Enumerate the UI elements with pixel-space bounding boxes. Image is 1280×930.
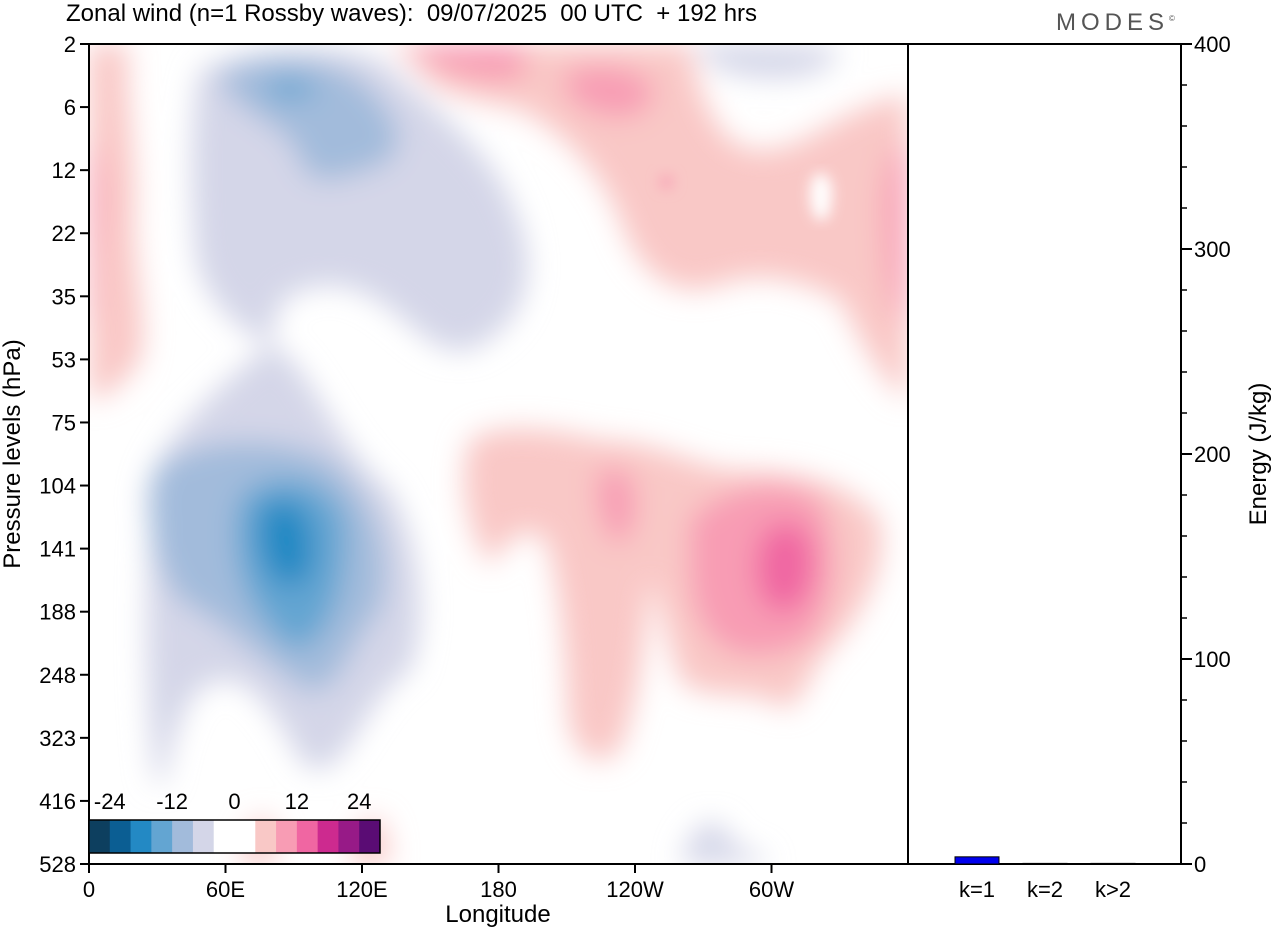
energy-axis: 0 100 200 300 400 <box>1181 32 1231 877</box>
longitude-tick-label: 120E <box>336 877 387 902</box>
energy-bar-2 <box>1022 862 1068 865</box>
longitude-tick-label: 180 <box>480 877 517 902</box>
contour-pos-upper <box>390 44 908 400</box>
colorbar-swatch <box>130 820 152 853</box>
energy-bars: k=1 k=2 k>2 <box>954 856 1136 902</box>
pressure-tick-label: 2 <box>64 32 76 57</box>
contour-pos-lower-3 <box>756 522 814 612</box>
colorbar-label: -24 <box>94 789 126 814</box>
contour-pos-right-edge <box>883 140 908 330</box>
logo-mark: © <box>1169 14 1175 23</box>
energy-category-label: k=1 <box>959 877 995 902</box>
longitude-tick-label: 120W <box>606 877 664 902</box>
pressure-tick-label: 528 <box>39 852 76 877</box>
colorbar-label: -12 <box>156 789 188 814</box>
contour-pos-upper-3 <box>563 66 655 118</box>
pressure-tick-label: 188 <box>39 600 76 625</box>
energy-tick-label: 400 <box>1194 32 1231 57</box>
contour-pos-left <box>89 44 143 400</box>
colorbar-swatch <box>213 820 235 853</box>
colorbar-swatch <box>109 820 132 853</box>
colorbar: -24 -12 0 12 24 <box>88 789 381 854</box>
longitude-tick-label: 60E <box>206 877 245 902</box>
colorbar-swatch <box>276 820 298 853</box>
pressure-tick-label: 104 <box>39 474 76 499</box>
colorbar-frame <box>88 819 381 854</box>
modes-logo: MODES© <box>1056 9 1175 37</box>
energy-plot-frame <box>907 43 1182 865</box>
energy-bar-1 <box>954 856 1000 865</box>
longitude-tick-label: 0 <box>83 877 95 902</box>
contour-neg-lower-4 <box>259 500 314 587</box>
colorbar-label: 12 <box>285 789 309 814</box>
pressure-tick-label: 416 <box>39 789 76 814</box>
pressure-tick-label: 323 <box>39 726 76 751</box>
pressure-tick-label: 75 <box>52 410 76 435</box>
energy-category-label: k=2 <box>1027 877 1063 902</box>
pressure-tick-label: 53 <box>52 347 76 372</box>
y-axis-label: Pressure levels (hPa) <box>0 339 26 568</box>
colorbar-label: 24 <box>347 789 371 814</box>
energy-tick-label: 300 <box>1194 237 1231 262</box>
contour-white-gap <box>810 173 832 221</box>
longitude-tick-label: 60W <box>749 877 794 902</box>
energy-bar-3 <box>1090 862 1136 865</box>
contour-pos-dot <box>660 175 673 189</box>
contour-field <box>89 44 908 864</box>
energy-tick-label: 200 <box>1194 442 1231 467</box>
colorbar-swatch <box>255 820 277 853</box>
contour-pos-lower-4 <box>597 467 636 545</box>
contour-neg-topright <box>690 44 840 79</box>
pressure-axis: 2 6 12 22 35 53 75 104 141 188 248 323 416 528 <box>39 32 89 877</box>
pressure-tick-label: 141 <box>39 537 76 562</box>
contour-neg-upper-3 <box>268 78 320 99</box>
pressure-tick-label: 22 <box>52 221 76 246</box>
energy-tick-label: 0 <box>1194 852 1206 877</box>
longitude-axis: 0 60E 120E 180 120W 60W <box>83 864 794 902</box>
contour-neg-upper-2 <box>220 59 399 180</box>
colorbar-swatch <box>234 820 256 853</box>
colorbar-swatch <box>151 820 173 853</box>
colorbar-swatch <box>359 820 381 853</box>
colorbar-label: 0 <box>228 789 240 814</box>
pressure-tick-label: 12 <box>52 158 76 183</box>
contour-pos-upper-2 <box>410 44 526 80</box>
colorbar-swatch <box>89 820 111 853</box>
colorbar-swatch <box>172 820 194 853</box>
pressure-tick-label: 248 <box>39 663 76 688</box>
colorbar-swatch <box>317 820 339 853</box>
pressure-tick-label: 35 <box>52 284 76 309</box>
energy-category-label: k>2 <box>1095 877 1131 902</box>
contour-neg-bottom <box>680 822 770 864</box>
chart-title: Zonal wind (n=1 Rossby waves): 09/07/202… <box>66 0 758 27</box>
energy-axis-label: Energy (J/kg) <box>1245 383 1272 526</box>
energy-tick-label: 100 <box>1194 647 1231 672</box>
pressure-tick-label: 6 <box>64 95 76 120</box>
colorbar-swatch <box>192 820 215 853</box>
colorbar-swatch <box>338 820 360 853</box>
x-axis-label: Longitude <box>445 901 550 928</box>
contour-pos-left-2 <box>89 140 103 330</box>
logo-text: MODES <box>1056 9 1170 36</box>
colorbar-swatch <box>296 820 319 853</box>
